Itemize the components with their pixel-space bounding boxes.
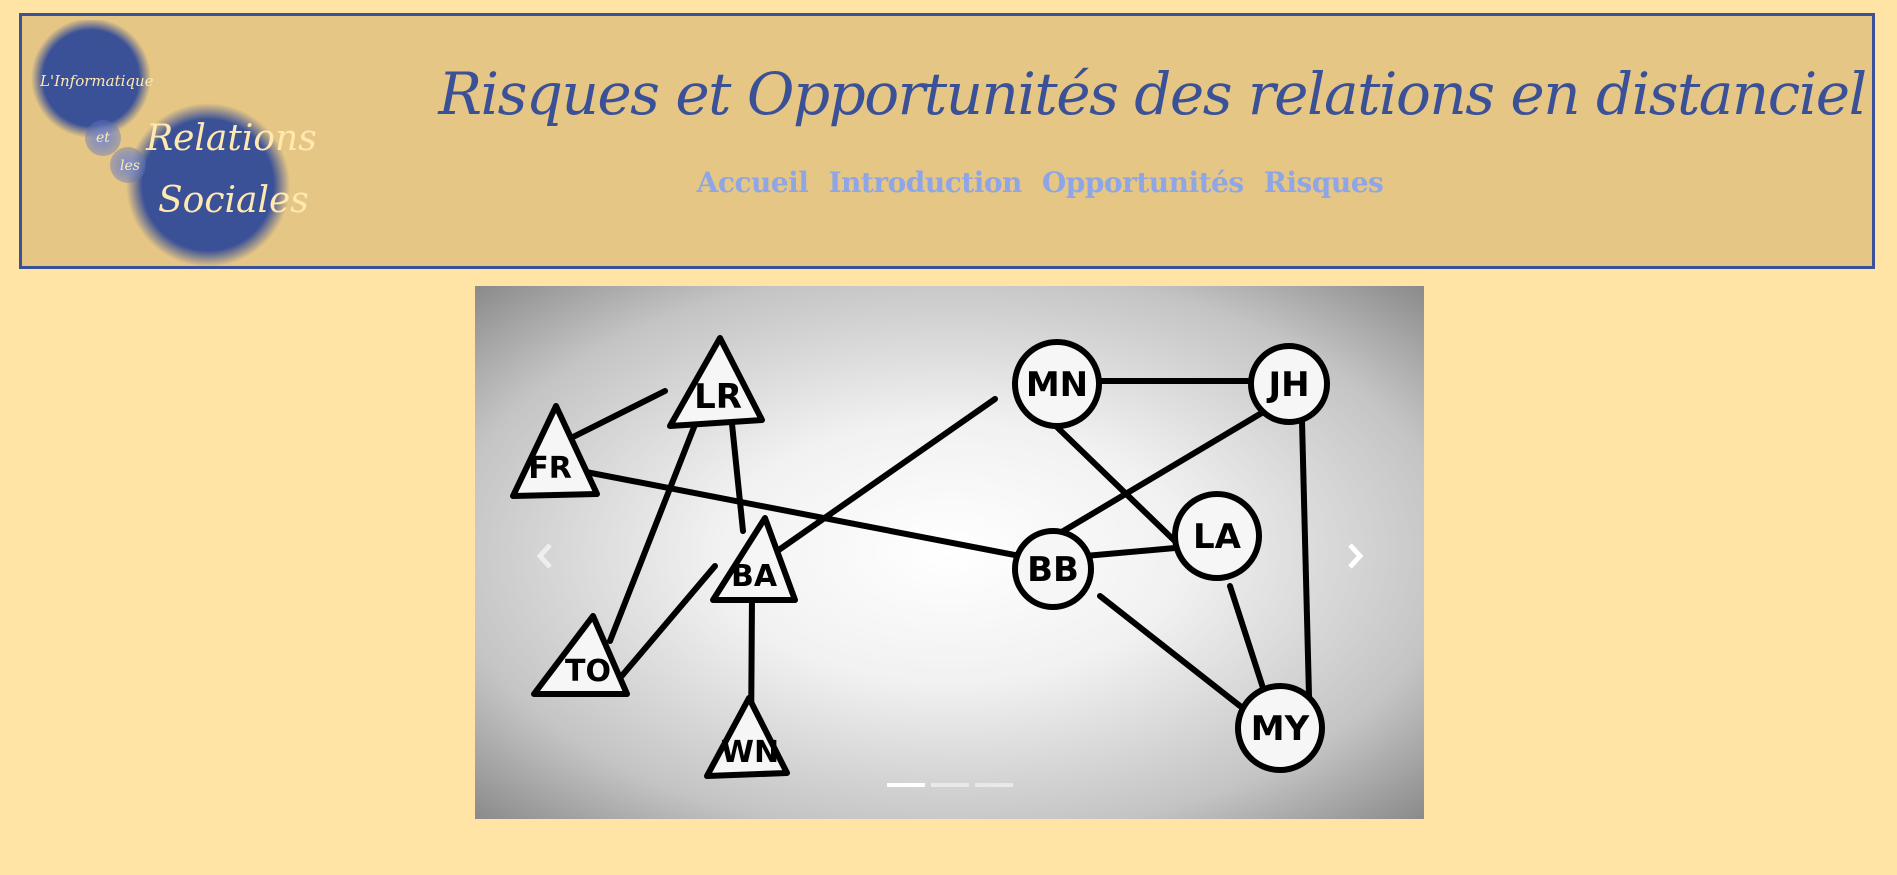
- nav-link-opportunites[interactable]: Opportunités: [1041, 166, 1244, 199]
- nav-link-risques[interactable]: Risques: [1263, 166, 1384, 199]
- svg-text:et: et: [96, 130, 110, 146]
- node-label-la: LA: [1193, 517, 1242, 557]
- nav-link-introduction[interactable]: Introduction: [828, 166, 1022, 199]
- carousel-indicators: [475, 783, 1424, 787]
- carousel-indicator-2[interactable]: [930, 783, 969, 787]
- network-graph-image: LR FR BA TO WN MN JH LA BB MY: [510, 335, 1330, 779]
- node-label-jh: JH: [1266, 365, 1309, 405]
- nav-link-accueil[interactable]: Accueil: [696, 166, 809, 199]
- node-triangle: [667, 335, 765, 429]
- carousel-prev-button[interactable]: [520, 526, 570, 586]
- chevron-right-icon: [1348, 543, 1364, 569]
- node-label-bb: BB: [1027, 550, 1079, 590]
- carousel-next-button[interactable]: [1330, 526, 1380, 586]
- node-label-wn: WN: [721, 735, 779, 770]
- image-carousel[interactable]: LR FR BA TO WN MN JH LA BB MY: [475, 286, 1424, 819]
- node-label-ba: BA: [731, 559, 778, 594]
- svg-text:Relations: Relations: [145, 118, 317, 159]
- svg-text:L'Informatique: L'Informatique: [39, 72, 154, 90]
- node-label-mn: MN: [1026, 365, 1088, 405]
- node-label-fr: FR: [528, 451, 572, 486]
- node-label-lr: LR: [694, 377, 742, 417]
- site-header: L'Informatique et les Relations Sociales…: [19, 13, 1875, 269]
- page-title: Risques et Opportunités des relations en…: [438, 60, 1867, 128]
- node-label-to: TO: [565, 654, 611, 689]
- carousel-indicator-3[interactable]: [974, 783, 1013, 787]
- svg-text:les: les: [120, 158, 140, 174]
- carousel-indicator-1[interactable]: [886, 783, 925, 787]
- node-label-my: MY: [1251, 709, 1310, 749]
- main-nav: Accueil Introduction Opportunités Risque…: [22, 166, 1878, 199]
- svg-text:Sociales: Sociales: [158, 180, 309, 221]
- site-logo[interactable]: L'Informatique et les Relations Sociales: [28, 20, 318, 266]
- chevron-left-icon: [536, 543, 552, 569]
